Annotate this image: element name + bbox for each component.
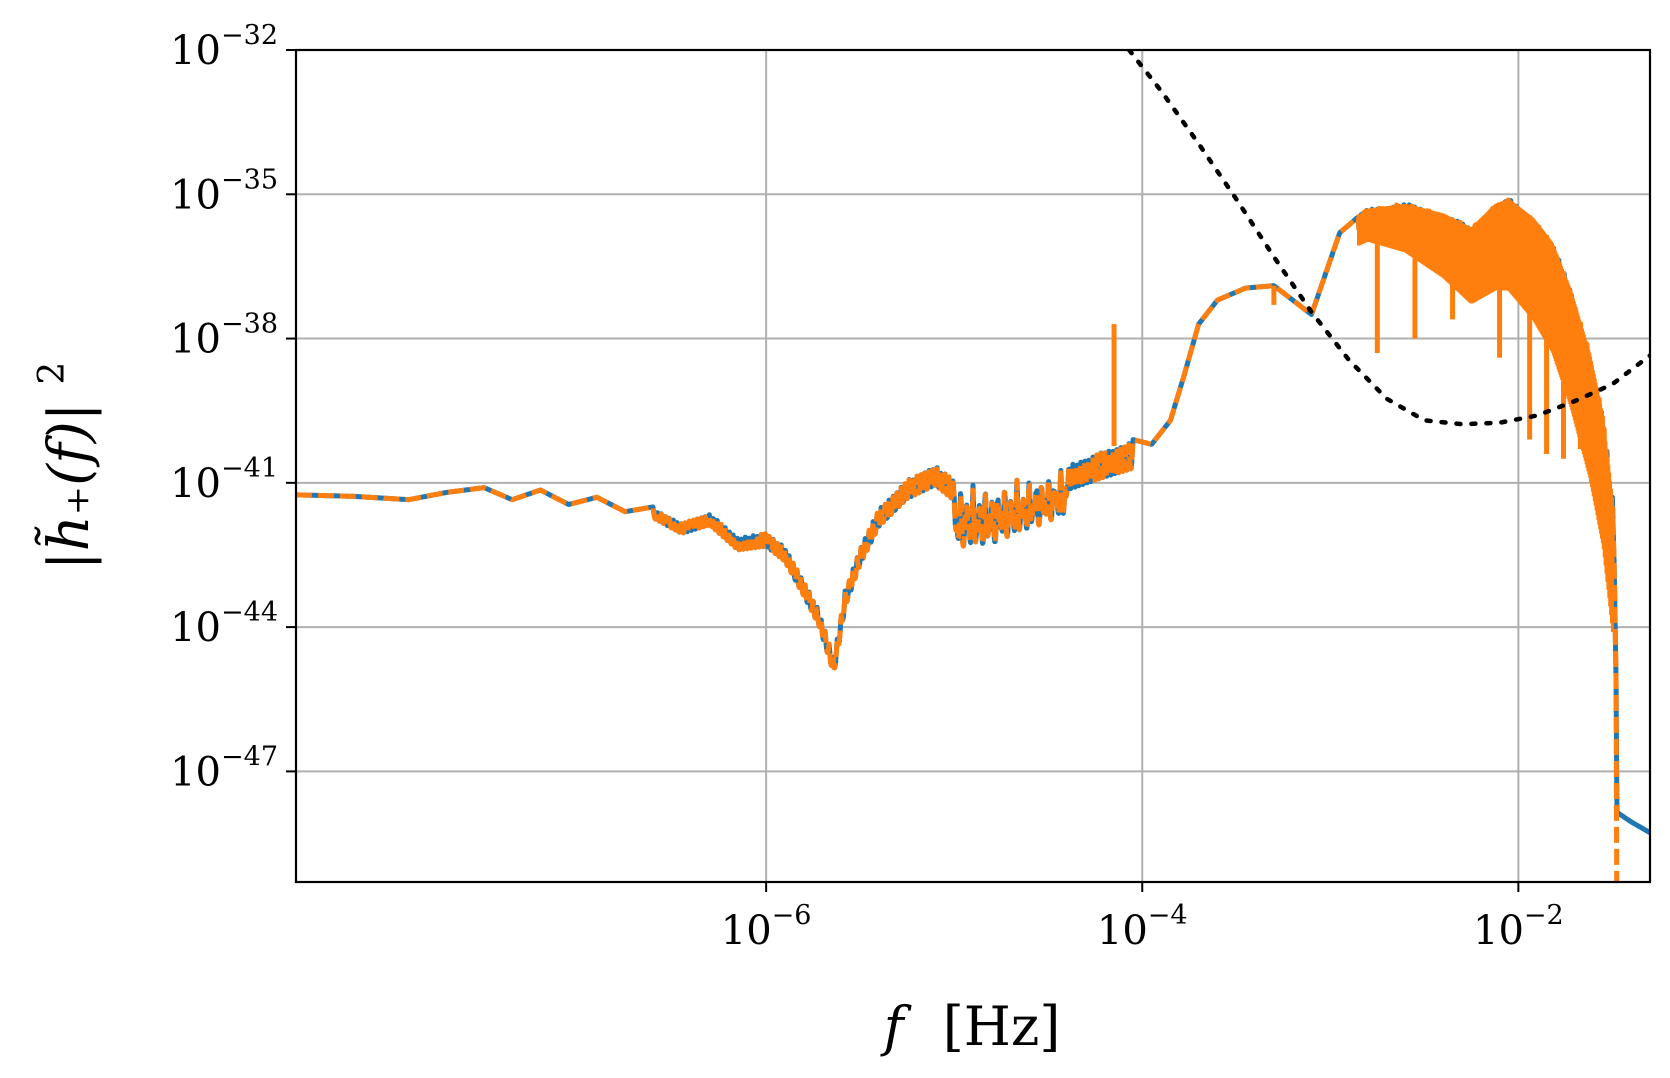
x-tick-label: 10−4 [1097,900,1188,954]
x-axis-variable: f [880,995,912,1058]
x-tick-base: 10 [1473,908,1524,954]
x-tick-base: 10 [721,908,772,954]
y-tick-label: 10−44 [170,597,278,651]
y-axis-label-main: |h̃₊(f)| [34,402,102,570]
y-tick-label: 10−35 [170,164,278,218]
y-tick-exponent: −47 [221,741,278,772]
y-tick-base: 10 [170,605,221,651]
y-tick-base: 10 [170,749,221,795]
y-tick-base: 10 [170,172,221,218]
x-axis-unit: [Hz] [943,995,1061,1058]
x-tick-label: 10−2 [1473,900,1564,954]
y-tick-label: 10−47 [170,741,278,795]
series-layer [296,50,1650,882]
y-axis-label: |h̃₊(f)| 2 [32,362,102,571]
y-axis-label-exponent: 2 [32,362,73,385]
y-tick-label: 10−32 [170,20,278,74]
x-tick-exponent: −2 [1524,900,1564,931]
x-axis-label: f [Hz] [880,995,1061,1058]
y-tick-exponent: −38 [221,309,278,340]
y-tick-base: 10 [170,317,221,363]
y-tick-exponent: −32 [221,20,278,51]
y-tick-label: 10−41 [170,453,278,507]
x-tick-exponent: −4 [1148,900,1188,931]
plot-frame [294,48,1652,884]
x-tick-exponent: −6 [772,900,812,931]
y-tick-label: 10−38 [170,309,278,363]
y-tick-exponent: −35 [221,164,278,195]
x-axis-ticks: 10−6 10−4 10−2 [721,882,1564,954]
y-tick-base: 10 [170,461,221,507]
y-tick-exponent: −41 [221,453,278,484]
x-tick-base: 10 [1097,908,1148,954]
sensitivity-curve-dotted [1126,50,1650,427]
y-tick-base: 10 [170,28,221,74]
x-tick-label: 10−6 [721,900,812,954]
y-tick-exponent: −44 [221,597,278,628]
